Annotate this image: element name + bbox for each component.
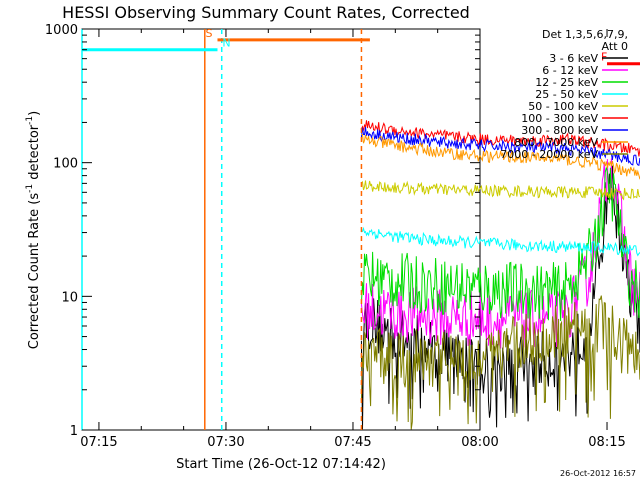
x-tick-label: 08:00 xyxy=(461,435,498,450)
legend-header-1: Det 1,3,5,6,7,9, xyxy=(542,28,628,41)
series-line xyxy=(360,126,640,167)
plot-area xyxy=(81,28,481,431)
y-tick-label: 1000 xyxy=(45,23,78,38)
chart-title: HESSI Observing Summary Count Rates, Cor… xyxy=(62,3,470,22)
series-line xyxy=(361,180,640,201)
y-tick-label: 1 xyxy=(70,424,78,439)
legend-entry: 50 - 100 keV xyxy=(528,100,598,113)
legend-entry: 12 - 25 keV xyxy=(535,76,598,89)
legend-entry: 7000 - 20000 keV xyxy=(500,148,598,161)
legend-entry: 6 - 12 keV xyxy=(542,64,598,77)
legend-header-2: Att 0 xyxy=(602,40,628,53)
series-line xyxy=(361,226,640,257)
timestamp: 26-Oct-2012 16:57 xyxy=(560,469,636,478)
annotation-label: N xyxy=(222,37,230,50)
x-tick-label: 07:30 xyxy=(207,435,244,450)
series-layer xyxy=(360,120,640,430)
series-line xyxy=(361,134,640,180)
y-axis-label-sup1: -1 xyxy=(25,184,35,193)
y-tick-label: 10 xyxy=(61,290,78,305)
y-axis-label-sup2: -1 xyxy=(25,116,35,125)
x-axis-label: Start Time (26-Oct-12 07:14:42) xyxy=(176,457,386,472)
annotation-label: S xyxy=(205,27,212,40)
y-axis-label-mid: detector xyxy=(27,124,42,184)
x-tick-label: 07:15 xyxy=(80,435,117,450)
x-tick-label: 07:45 xyxy=(334,435,371,450)
legend-entry: 800 - 7000 keV xyxy=(514,136,598,149)
legend-entry: 25 - 50 keV xyxy=(535,88,598,101)
series-line xyxy=(360,295,640,430)
y-axis-label: Corrected Count Rate (s-1 detector-1) xyxy=(25,111,42,349)
annotation-label: F xyxy=(601,51,607,64)
legend-entry: 100 - 300 keV xyxy=(521,112,598,125)
series-line xyxy=(360,167,640,322)
y-axis-label-end: ) xyxy=(27,111,42,116)
y-tick-label: 100 xyxy=(53,157,78,172)
marker-layer: SN F xyxy=(81,27,640,430)
legend-entry: 3 - 6 keV xyxy=(549,52,598,65)
legend-entry: 300 - 800 keV xyxy=(521,124,598,137)
y-axis-label-main: Corrected Count Rate (s xyxy=(27,193,42,350)
series-line xyxy=(360,120,640,157)
series-line xyxy=(360,165,640,430)
tick-layer: 07:1507:3007:4508:0008:1508:3008:4511010… xyxy=(45,23,626,450)
plot-frame xyxy=(81,28,481,431)
x-tick-label: 08:15 xyxy=(588,435,625,450)
